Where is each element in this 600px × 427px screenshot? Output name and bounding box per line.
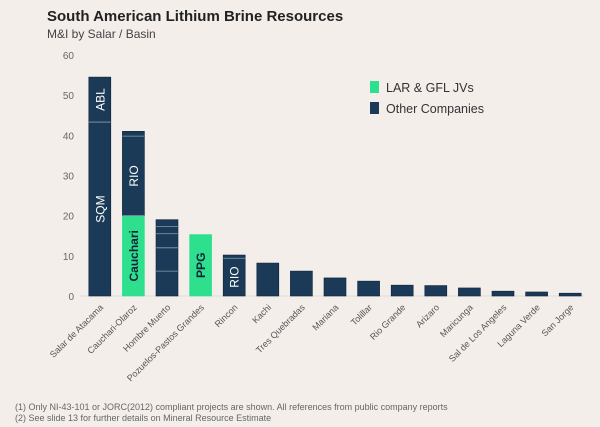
bar-segment	[155, 233, 179, 249]
x-tick-label: Sal de Los Angeles	[447, 302, 509, 364]
y-tick-label: 30	[63, 172, 75, 183]
bar-segment	[458, 287, 481, 297]
bar-segment	[222, 254, 246, 259]
bar-segment	[424, 285, 448, 297]
y-tick-label: 60	[63, 51, 75, 62]
footnote-1: (1) Only NI-43-101 or JORC(2012) complia…	[15, 402, 448, 412]
segment-label: SQM	[93, 195, 107, 222]
bar-segment	[323, 277, 347, 297]
y-tick-label: 40	[63, 131, 75, 142]
legend-swatch	[370, 81, 379, 93]
x-tick-label: Kachi	[250, 302, 273, 325]
legend-label: Other Companies	[386, 102, 484, 116]
y-tick-label: 50	[63, 91, 75, 102]
legend-label: LAR & GFL JVs	[386, 81, 474, 95]
segment-label: RIO	[127, 165, 141, 186]
bar-segment	[558, 292, 582, 297]
y-tick-label: 10	[63, 252, 75, 263]
bar-segment	[525, 291, 548, 297]
footnote-2: (2) See slide 13 for further details on …	[15, 413, 272, 423]
segment-label: PPG	[194, 253, 208, 278]
bar-segment	[357, 280, 380, 297]
bar-segment	[155, 270, 179, 297]
legend-swatch	[370, 102, 379, 114]
chart-subtitle: M&I by Salar / Basin	[47, 27, 156, 41]
bar-segment	[189, 234, 212, 297]
bar-segment	[155, 247, 179, 272]
bar-segment	[390, 284, 414, 297]
y-tick-label: 20	[63, 212, 75, 223]
x-tick-label: San Jorge	[540, 302, 576, 338]
bar-segment	[155, 226, 179, 235]
bar-segment	[290, 270, 313, 297]
chart-title: South American Lithium Brine Resources	[47, 8, 344, 25]
x-tick-label: Tolillar	[349, 302, 374, 327]
bar-segment	[491, 290, 515, 297]
bar-segment	[256, 262, 280, 297]
x-tick-label: Arizaro	[414, 302, 441, 329]
x-tick-label: Mariana	[310, 302, 340, 332]
segment-label: ABL	[93, 88, 107, 111]
segment-label: RIO	[228, 266, 242, 287]
bar-segment	[122, 131, 145, 137]
segment-label: Cauchari	[127, 230, 141, 281]
bar-segment	[155, 219, 179, 227]
x-tick-label: Rio Grande	[368, 302, 408, 342]
x-tick-label: Rincon	[213, 302, 240, 329]
y-tick-label: 0	[68, 292, 74, 303]
